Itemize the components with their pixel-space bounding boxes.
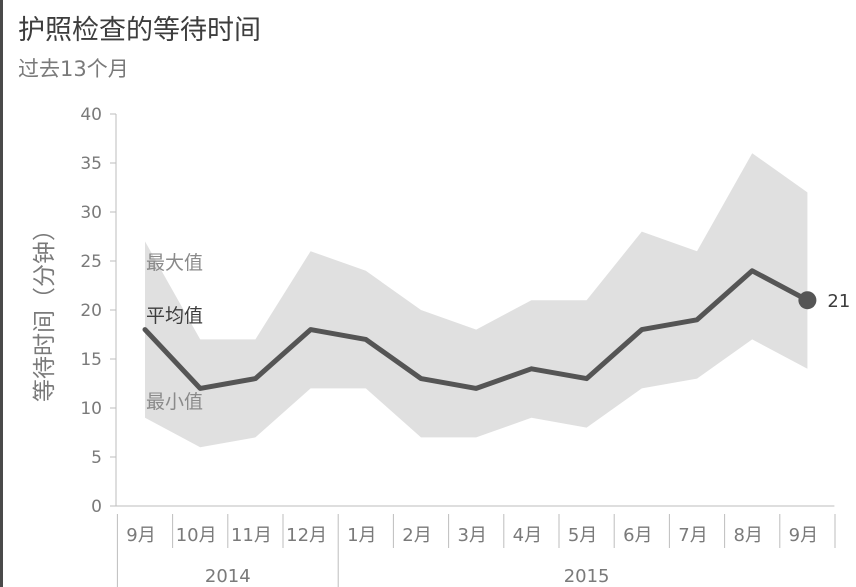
average-line [142,268,810,391]
year-label: 2015 [564,566,610,587]
y-tick-label: 15 [80,350,102,370]
series-label-min: 最小值 [146,391,203,413]
x-tick-label: 2月 [402,525,431,546]
year-label: 2014 [205,566,251,587]
x-tick-label: 6月 [623,525,652,546]
y-tick-label: 10 [80,399,102,419]
x-tick-label: 4月 [513,525,542,546]
x-tick-label: 10月 [176,525,217,546]
left-edge-bar [0,0,3,587]
y-tick-label: 25 [80,252,102,272]
y-axis-label: 等待时间（分钟） [32,218,58,402]
x-tick-label: 11月 [231,525,272,546]
x-tick-label: 8月 [733,525,762,546]
y-tick-label: 20 [80,301,102,321]
x-tick-label: 9月 [126,525,155,546]
series-label-max: 最大值 [146,252,203,274]
end-point-marker [798,291,817,310]
x-tick-label: 9月 [789,525,818,546]
chart-title: 护照检查的等待时间 [18,15,261,46]
x-tick-label: 1月 [347,525,376,546]
y-tick-label: 30 [80,203,102,223]
min-max-band [145,153,808,448]
y-tick-label: 35 [80,154,102,174]
x-tick-label: 7月 [678,525,707,546]
chart-subtitle: 过去13个月 [18,57,129,81]
x-tick-label: 5月 [568,525,597,546]
y-tick-label: 0 [91,497,102,517]
end-value-label: 21 [827,291,850,312]
y-tick-label: 40 [80,105,102,125]
y-tick-label: 5 [91,448,102,468]
x-tick-label: 3月 [457,525,486,546]
x-tick-label: 12月 [286,525,327,546]
series-label-average: 平均值 [146,305,203,327]
